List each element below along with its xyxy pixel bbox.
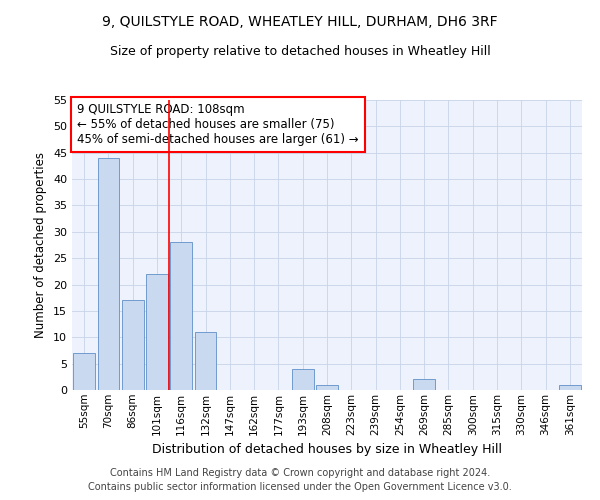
Bar (73, 353, 95, 390)
Text: Contains public sector information licensed under the Open Government Licence v3: Contains public sector information licen… (88, 482, 512, 492)
Bar (97, 158, 119, 390)
Text: Contains HM Land Registry data © Crown copyright and database right 2024.: Contains HM Land Registry data © Crown c… (110, 468, 490, 477)
Bar (170, 242, 192, 390)
X-axis label: Distribution of detached houses by size in Wheatley Hill: Distribution of detached houses by size … (152, 443, 502, 456)
Text: 9 QUILSTYLE ROAD: 108sqm
← 55% of detached houses are smaller (75)
45% of semi-d: 9 QUILSTYLE ROAD: 108sqm ← 55% of detach… (77, 103, 359, 146)
Bar (122, 300, 143, 390)
Bar (316, 384, 338, 390)
Text: Size of property relative to detached houses in Wheatley Hill: Size of property relative to detached ho… (110, 45, 490, 58)
Bar (146, 274, 168, 390)
Bar (413, 380, 435, 390)
Y-axis label: Number of detached properties: Number of detached properties (34, 152, 47, 338)
Text: 9, QUILSTYLE ROAD, WHEATLEY HILL, DURHAM, DH6 3RF: 9, QUILSTYLE ROAD, WHEATLEY HILL, DURHAM… (102, 15, 498, 29)
Bar (194, 332, 217, 390)
Bar (292, 369, 314, 390)
Bar (559, 384, 581, 390)
